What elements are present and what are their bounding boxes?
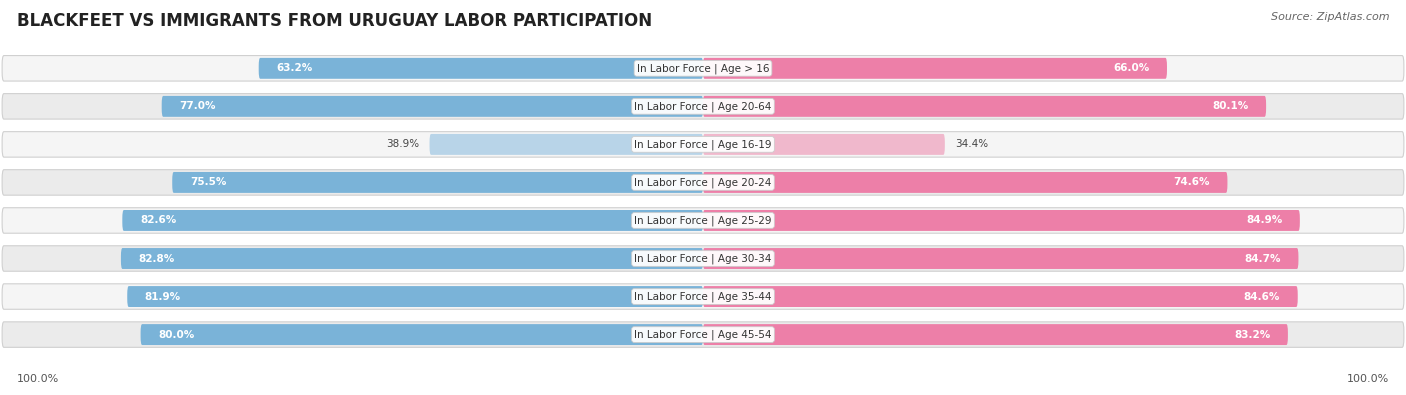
FancyBboxPatch shape: [430, 134, 703, 155]
FancyBboxPatch shape: [703, 58, 1167, 79]
Text: 38.9%: 38.9%: [385, 139, 419, 149]
FancyBboxPatch shape: [1, 284, 1403, 309]
Text: 100.0%: 100.0%: [17, 374, 59, 384]
Text: 84.6%: 84.6%: [1244, 292, 1281, 301]
FancyBboxPatch shape: [121, 248, 703, 269]
FancyBboxPatch shape: [1, 170, 1403, 195]
Text: 100.0%: 100.0%: [1347, 374, 1389, 384]
FancyBboxPatch shape: [1, 246, 1403, 271]
FancyBboxPatch shape: [141, 324, 703, 345]
Text: 80.0%: 80.0%: [157, 329, 194, 340]
FancyBboxPatch shape: [703, 210, 1301, 231]
Text: In Labor Force | Age 30-34: In Labor Force | Age 30-34: [634, 253, 772, 264]
Text: 75.5%: 75.5%: [190, 177, 226, 188]
Text: BLACKFEET VS IMMIGRANTS FROM URUGUAY LABOR PARTICIPATION: BLACKFEET VS IMMIGRANTS FROM URUGUAY LAB…: [17, 12, 652, 30]
Text: In Labor Force | Age 35-44: In Labor Force | Age 35-44: [634, 291, 772, 302]
Text: Source: ZipAtlas.com: Source: ZipAtlas.com: [1271, 12, 1389, 22]
Text: 84.9%: 84.9%: [1246, 215, 1282, 226]
FancyBboxPatch shape: [127, 286, 703, 307]
FancyBboxPatch shape: [703, 172, 1227, 193]
Text: 82.6%: 82.6%: [141, 215, 176, 226]
FancyBboxPatch shape: [1, 94, 1403, 119]
FancyBboxPatch shape: [162, 96, 703, 117]
Text: In Labor Force | Age 20-64: In Labor Force | Age 20-64: [634, 101, 772, 112]
Text: In Labor Force | Age 20-24: In Labor Force | Age 20-24: [634, 177, 772, 188]
FancyBboxPatch shape: [259, 58, 703, 79]
FancyBboxPatch shape: [703, 286, 1298, 307]
Text: 84.7%: 84.7%: [1244, 254, 1281, 263]
FancyBboxPatch shape: [1, 132, 1403, 157]
FancyBboxPatch shape: [703, 96, 1267, 117]
FancyBboxPatch shape: [703, 248, 1299, 269]
FancyBboxPatch shape: [1, 208, 1403, 233]
FancyBboxPatch shape: [703, 134, 945, 155]
FancyBboxPatch shape: [1, 56, 1403, 81]
Text: 83.2%: 83.2%: [1234, 329, 1271, 340]
FancyBboxPatch shape: [1, 322, 1403, 347]
Text: 63.2%: 63.2%: [276, 63, 312, 73]
Text: 82.8%: 82.8%: [138, 254, 174, 263]
Text: 77.0%: 77.0%: [180, 102, 215, 111]
FancyBboxPatch shape: [703, 324, 1288, 345]
Text: In Labor Force | Age > 16: In Labor Force | Age > 16: [637, 63, 769, 73]
Text: 34.4%: 34.4%: [956, 139, 988, 149]
Text: 81.9%: 81.9%: [145, 292, 181, 301]
Text: 74.6%: 74.6%: [1174, 177, 1209, 188]
FancyBboxPatch shape: [173, 172, 703, 193]
Text: In Labor Force | Age 16-19: In Labor Force | Age 16-19: [634, 139, 772, 150]
Text: 66.0%: 66.0%: [1114, 63, 1150, 73]
Text: 80.1%: 80.1%: [1212, 102, 1249, 111]
Text: In Labor Force | Age 45-54: In Labor Force | Age 45-54: [634, 329, 772, 340]
FancyBboxPatch shape: [122, 210, 703, 231]
Text: In Labor Force | Age 25-29: In Labor Force | Age 25-29: [634, 215, 772, 226]
